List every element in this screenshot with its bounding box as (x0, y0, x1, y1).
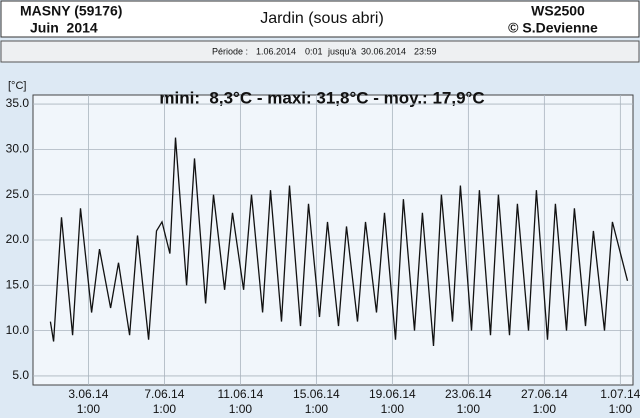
x-tick-label: 27.06.14 (521, 387, 568, 401)
x-tick-label: 23.06.14 (445, 387, 492, 401)
period-start-date: 1.06.2014 (256, 46, 296, 56)
header-box (0, 0, 640, 38)
y-tick-label: 25.0 (6, 187, 30, 201)
period-box (0, 40, 640, 63)
period-label: Période : (212, 46, 248, 56)
title: Jardin (sous abri) (260, 10, 384, 27)
x-tick-label: 1:00 (533, 402, 557, 416)
x-tick-label: 3.06.14 (68, 387, 108, 401)
period: Période : 1.06.2014 0:01 jusqu'à 30.06.2… (212, 46, 437, 56)
period-end-date: 30.06.2014 (361, 46, 406, 56)
annotation: mini: 8,3°C - maxi: 31,8°C - moy.: 17,9°… (159, 88, 484, 107)
x-tick-label: 1:00 (229, 402, 253, 416)
period-until: jusqu'à (327, 46, 356, 56)
y-tick-label: 15.0 (6, 277, 30, 291)
y-axis-label: [°C] (8, 80, 26, 92)
y-tick-label: 20.0 (6, 232, 30, 246)
x-tick-label: 15.06.14 (293, 387, 340, 401)
y-tick-label: 5.0 (12, 368, 29, 382)
copyright: © S.Devienne (508, 20, 598, 36)
x-tick-label: 1.07.14 (600, 387, 640, 401)
x-tick-label: 1:00 (77, 402, 101, 416)
x-tick-label: 1:00 (609, 402, 633, 416)
x-tick-label: 7.06.14 (144, 387, 184, 401)
period-start-time: 0:01 (305, 46, 323, 56)
period-end-time: 23:59 (414, 46, 437, 56)
device: WS2500 (531, 3, 585, 19)
x-tick-label: 19.06.14 (369, 387, 416, 401)
station: MASNY (59176) (20, 3, 122, 19)
y-tick-label: 35.0 (6, 96, 30, 110)
y-tick-label: 30.0 (6, 142, 30, 156)
month: Juin 2014 (30, 20, 98, 36)
x-tick-label: 1:00 (381, 402, 405, 416)
temperature-line (49, 137, 629, 347)
x-tick-label: 1:00 (153, 402, 177, 416)
x-tick-label: 11.06.14 (217, 387, 263, 401)
y-tick-label: 10.0 (6, 323, 30, 337)
x-tick-label: 1:00 (457, 402, 481, 416)
x-tick-label: 1:00 (305, 402, 329, 416)
